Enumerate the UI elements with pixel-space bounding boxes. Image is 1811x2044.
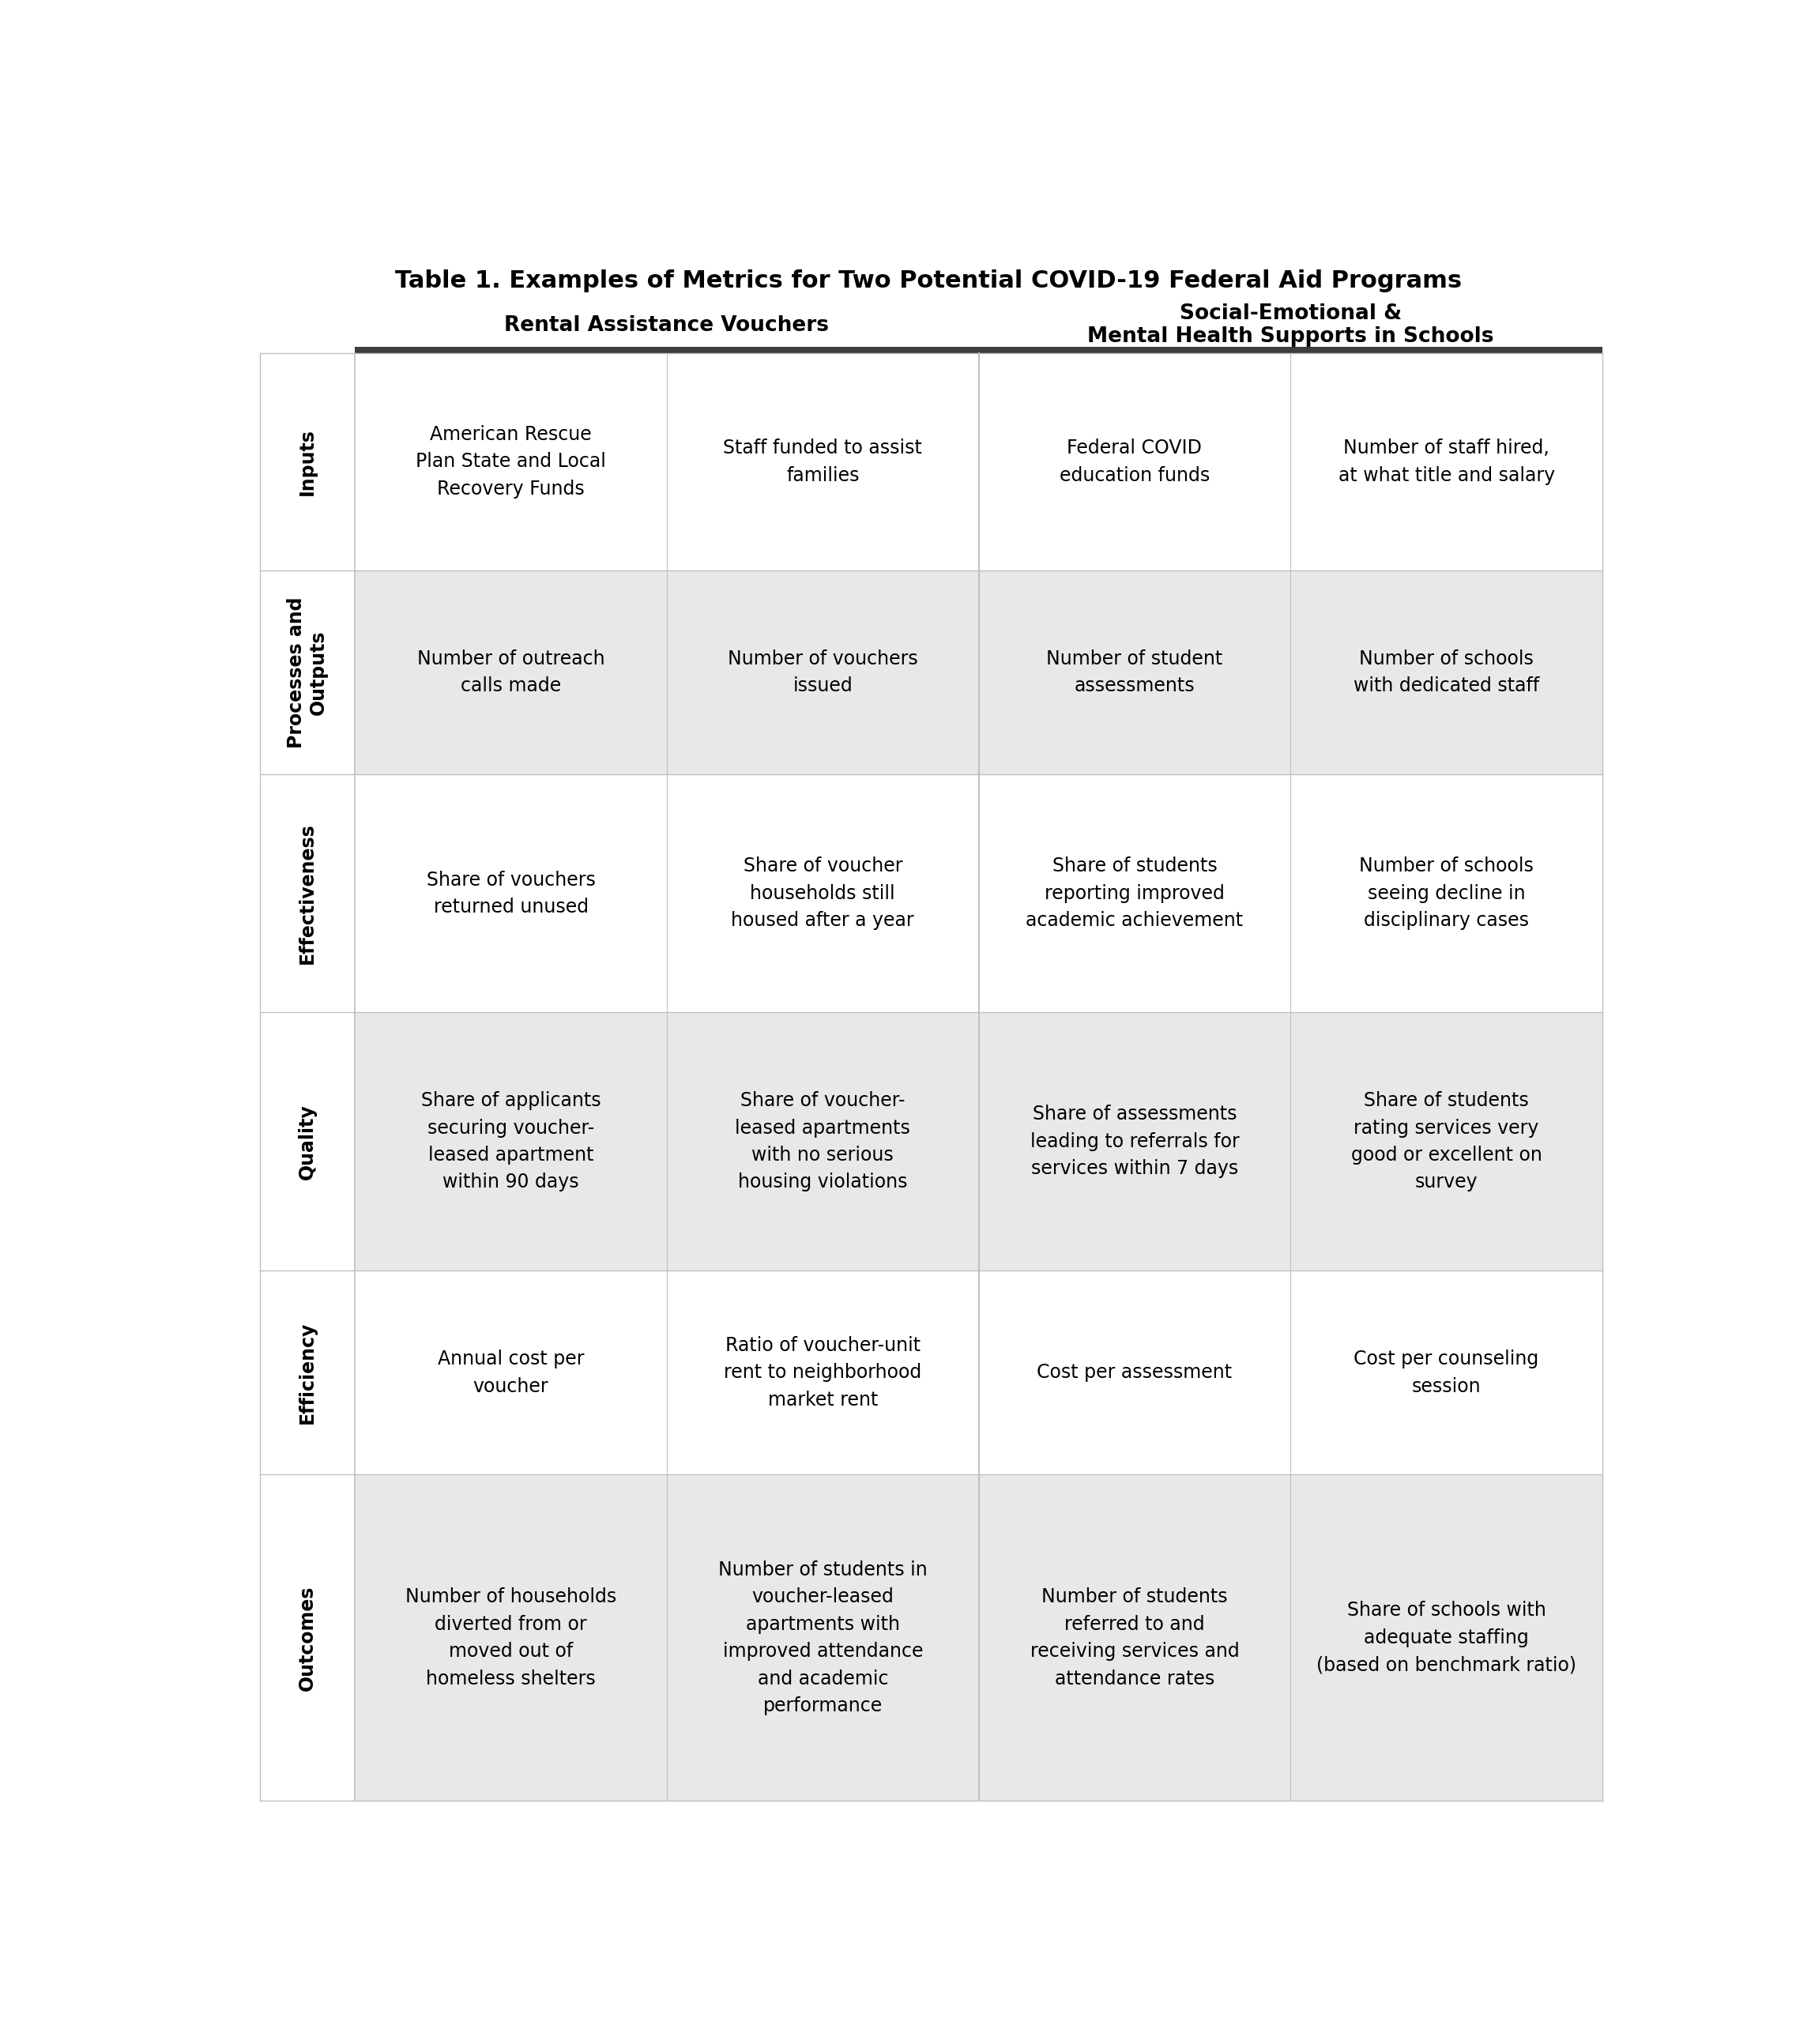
Text: Quality: Quality (299, 1104, 317, 1179)
Text: Processes and
Outputs: Processes and Outputs (288, 597, 328, 748)
Bar (355, 1474, 1603, 1801)
Text: Share of applicants
securing voucher-
leased apartment
within 90 days: Share of applicants securing voucher- le… (420, 1091, 601, 1192)
Bar (355, 775, 1603, 1012)
Text: Number of student
assessments: Number of student assessments (1047, 650, 1222, 695)
Text: Efficiency: Efficiency (299, 1322, 317, 1425)
Bar (355, 347, 978, 354)
Bar (261, 1271, 355, 1474)
Text: Inputs: Inputs (299, 427, 317, 495)
Bar (261, 1012, 355, 1271)
Text: Number of schools
with dedicated staff: Number of schools with dedicated staff (1353, 650, 1539, 695)
Text: Number of outreach
calls made: Number of outreach calls made (417, 650, 605, 695)
Text: Rental Assistance Vouchers: Rental Assistance Vouchers (505, 315, 829, 335)
Bar (261, 570, 355, 775)
Text: Effectiveness: Effectiveness (299, 824, 317, 965)
Bar (355, 570, 1603, 775)
Bar (261, 775, 355, 1012)
Bar (355, 354, 1603, 570)
Bar (261, 1474, 355, 1801)
Text: Share of voucher
households still
housed after a year: Share of voucher households still housed… (732, 856, 915, 930)
Text: Annual cost per
voucher: Annual cost per voucher (438, 1349, 585, 1396)
Text: Share of students
reporting improved
academic achievement: Share of students reporting improved aca… (1025, 856, 1244, 930)
Bar (355, 1271, 1603, 1474)
Text: Number of students
referred to and
receiving services and
attendance rates: Number of students referred to and recei… (1030, 1588, 1239, 1688)
Text: Share of vouchers
returned unused: Share of vouchers returned unused (426, 871, 596, 916)
Text: Outcomes: Outcomes (299, 1584, 317, 1690)
Bar (261, 354, 355, 570)
Text: American Rescue
Plan State and Local
Recovery Funds: American Rescue Plan State and Local Rec… (417, 425, 607, 499)
Text: Share of schools with
adequate staffing
(based on benchmark ratio): Share of schools with adequate staffing … (1317, 1600, 1576, 1674)
Text: Mental Health Supports in Schools: Mental Health Supports in Schools (1087, 327, 1494, 347)
Bar (355, 1012, 1603, 1271)
Bar (978, 347, 1603, 354)
Text: Ratio of voucher-unit
rent to neighborhood
market rent: Ratio of voucher-unit rent to neighborho… (724, 1337, 922, 1410)
Text: Table 1. Examples of Metrics for Two Potential COVID-19 Federal Aid Programs: Table 1. Examples of Metrics for Two Pot… (395, 270, 1461, 292)
Text: Number of students in
voucher-leased
apartments with
improved attendance
and aca: Number of students in voucher-leased apa… (719, 1560, 927, 1715)
Text: Number of households
diverted from or
moved out of
homeless shelters: Number of households diverted from or mo… (406, 1588, 616, 1688)
Text: Number of vouchers
issued: Number of vouchers issued (728, 650, 918, 695)
Text: Share of assessments
leading to referrals for
services within 7 days: Share of assessments leading to referral… (1030, 1106, 1239, 1177)
Text: Share of voucher-
leased apartments
with no serious
housing violations: Share of voucher- leased apartments with… (735, 1091, 911, 1192)
Text: Cost per assessment: Cost per assessment (1038, 1363, 1231, 1382)
Text: Federal COVID
education funds: Federal COVID education funds (1059, 439, 1210, 484)
Text: Number of schools
seeing decline in
disciplinary cases: Number of schools seeing decline in disc… (1360, 856, 1534, 930)
Text: Share of students
rating services very
good or excellent on
survey: Share of students rating services very g… (1351, 1091, 1541, 1192)
Text: Cost per counseling
session: Cost per counseling session (1355, 1349, 1539, 1396)
Text: Social-Emotional &: Social-Emotional & (1179, 303, 1402, 323)
Text: Staff funded to assist
families: Staff funded to assist families (723, 439, 922, 484)
Text: Number of staff hired,
at what title and salary: Number of staff hired, at what title and… (1338, 439, 1554, 484)
